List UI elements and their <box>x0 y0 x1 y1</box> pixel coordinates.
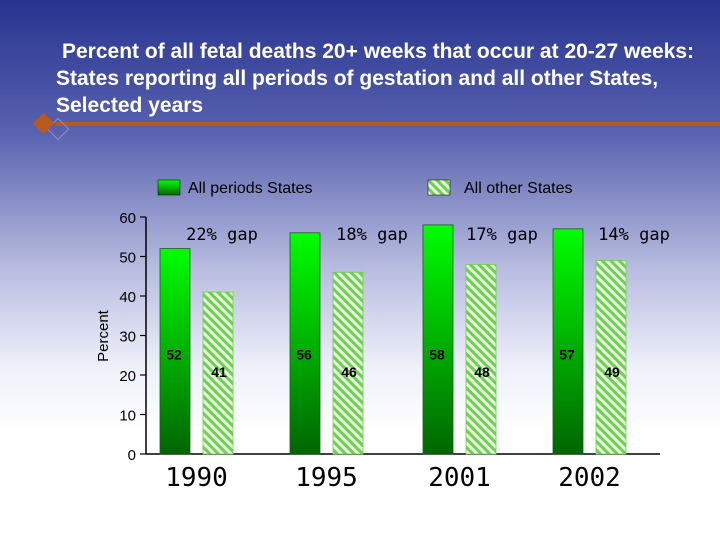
bar-all-other-2001 <box>465 263 497 455</box>
gap-annotation: 17% gap <box>466 225 538 245</box>
data-label-all-other: 46 <box>341 364 357 380</box>
legend-label-all-other: All other States <box>464 180 573 197</box>
y-tick-label: 30 <box>119 329 136 346</box>
legend-swatch-all-periods <box>157 179 181 196</box>
data-label-all-periods: 52 <box>166 347 182 363</box>
y-tick-label: 50 <box>119 250 136 267</box>
gap-annotation: 22% gap <box>186 225 258 245</box>
gap-annotation: 14% gap <box>598 225 670 245</box>
legend-label-all-periods: All periods States <box>188 180 313 197</box>
bar-all-periods-1995 <box>289 232 321 455</box>
x-category-label: 2001 <box>428 463 491 493</box>
y-tick-label: 20 <box>119 368 136 385</box>
slide-title: Percent of all fetal deaths 20+ weeks th… <box>56 40 695 117</box>
y-tick-label: 60 <box>119 210 136 227</box>
bar-all-other-2002 <box>595 260 627 455</box>
y-axis-title: Percent <box>95 309 112 362</box>
data-label-all-periods: 57 <box>559 347 575 363</box>
legend-swatch-all-other <box>427 179 451 196</box>
y-tick-label: 0 <box>128 447 136 464</box>
bar-all-periods-1990 <box>159 248 191 455</box>
bar-all-periods-2001 <box>422 224 454 455</box>
y-tick-label: 10 <box>119 408 136 425</box>
data-label-all-other: 48 <box>474 364 490 380</box>
title-rule <box>56 122 720 126</box>
x-category-label: 1990 <box>165 463 228 493</box>
x-category-label: 1995 <box>295 463 358 493</box>
data-label-all-periods: 56 <box>296 347 312 363</box>
gap-annotation: 18% gap <box>336 225 408 245</box>
bar-all-other-1995 <box>332 271 364 455</box>
bar-all-periods-2002 <box>552 228 584 455</box>
x-category-label: 2002 <box>558 463 621 493</box>
data-label-all-other: 49 <box>604 364 620 380</box>
data-label-all-other: 41 <box>211 364 227 380</box>
bar-all-other-1990 <box>202 291 234 455</box>
y-tick-label: 40 <box>119 289 136 306</box>
data-label-all-periods: 58 <box>429 347 445 363</box>
